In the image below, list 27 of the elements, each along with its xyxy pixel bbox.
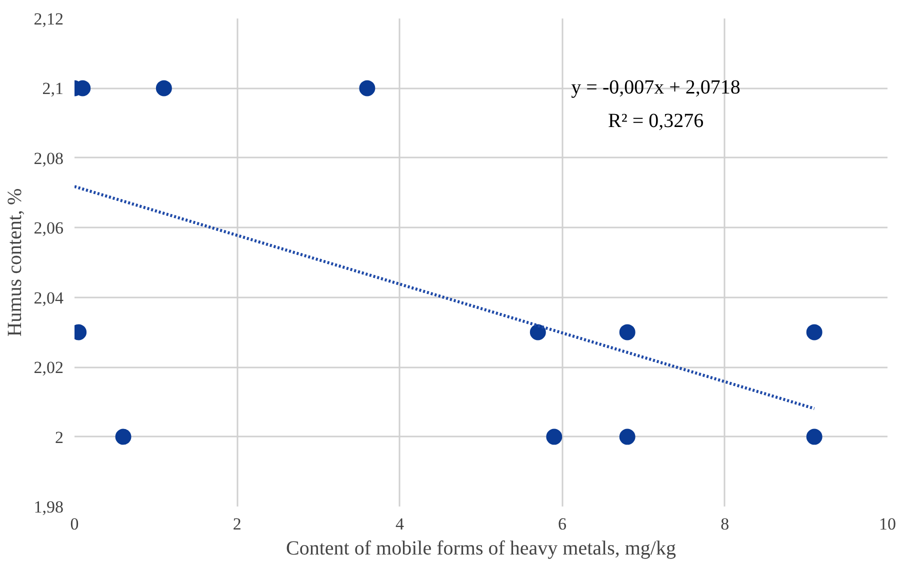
- x-tick-label: 6: [558, 514, 567, 534]
- y-tick-label: 2,08: [34, 148, 64, 168]
- y-tick-label: 2,06: [34, 218, 64, 238]
- y-axis-title: Humus content, %: [4, 188, 26, 337]
- x-tick-label: 0: [70, 514, 79, 534]
- annotation: y = -0,007x + 2,0718: [571, 76, 740, 99]
- point: [806, 428, 822, 445]
- point: [115, 428, 132, 445]
- y-tick-label: 2,02: [34, 358, 64, 378]
- point: [156, 80, 172, 96]
- y-tick-label: 2: [55, 428, 64, 447]
- y-tick-label: 2,04: [34, 288, 64, 308]
- point: [546, 428, 562, 445]
- x-tick-label: 10: [879, 514, 896, 534]
- x-tick-label: 4: [395, 514, 404, 534]
- y-tick-label: 2,12: [34, 10, 64, 28]
- point: [530, 324, 546, 340]
- point: [619, 324, 636, 340]
- x-axis-title: Content of mobile forms of heavy metals, mg/kg: [286, 538, 676, 560]
- y-tick-label: 2,1: [42, 79, 64, 98]
- point: [359, 80, 376, 96]
- point: [619, 428, 636, 445]
- point: [806, 324, 822, 340]
- annotation: R² = 0,3276: [608, 110, 704, 132]
- x-tick-label: 8: [720, 514, 730, 534]
- x-tick-label: 2: [232, 514, 242, 534]
- y-tick-label: 1,98: [34, 498, 64, 516]
